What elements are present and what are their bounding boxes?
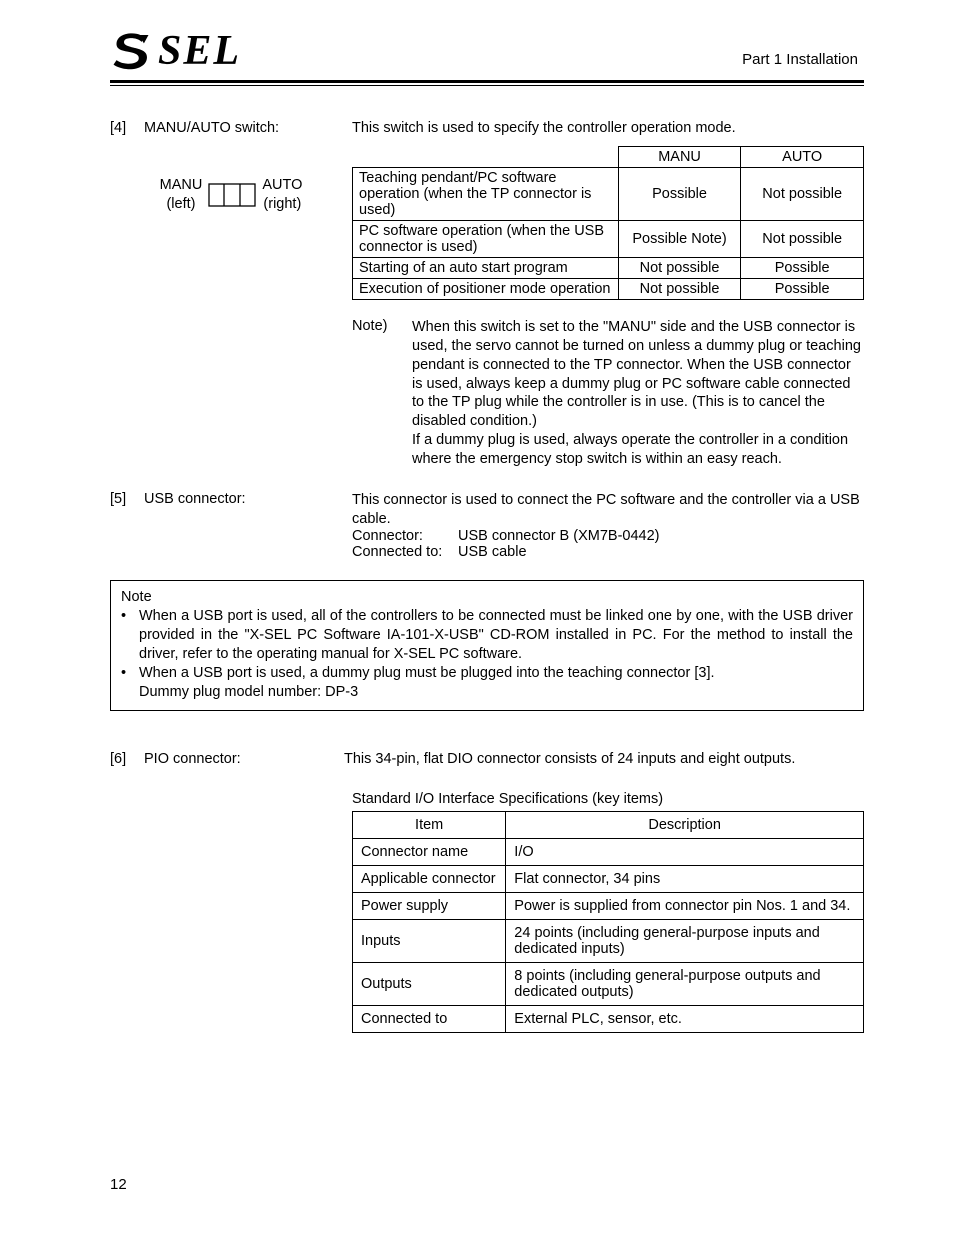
cell: Not possible: [741, 168, 864, 221]
section-5-intro: This connector is used to connect the PC…: [352, 491, 864, 529]
table-row: Outputs 8 points (including general-purp…: [353, 962, 864, 1005]
io-table-caption: Standard I/O Interface Specifications (k…: [352, 791, 864, 807]
col-auto: AUTO: [741, 147, 864, 168]
kv-row: Connected to: USB cable: [352, 544, 864, 560]
switch-right-sub: (right): [262, 195, 302, 214]
note-bullet-1: When a USB port is used, all of the cont…: [139, 607, 853, 664]
logo-text: SEL: [158, 30, 241, 72]
cell: Power supply: [353, 892, 506, 919]
switch-right-label: AUTO: [262, 176, 302, 195]
connected-val: USB cable: [458, 544, 527, 560]
cell: Possible: [618, 168, 741, 221]
table-row: Power supply Power is supplied from conn…: [353, 892, 864, 919]
table-row: Connector name I/O: [353, 838, 864, 865]
col-manu: MANU: [618, 147, 741, 168]
cell: Not possible: [741, 221, 864, 258]
table-row: PC software operation (when the USB conn…: [353, 221, 864, 258]
col-item: Item: [353, 811, 506, 838]
note-para-1: When this switch is set to the "MANU" si…: [412, 318, 864, 431]
cell: I/O: [506, 838, 864, 865]
switch-icon: [208, 181, 256, 209]
table-row: Item Description: [353, 811, 864, 838]
cell: Possible: [741, 279, 864, 300]
section-4-note: Note) When this switch is set to the "MA…: [352, 318, 864, 469]
switch-left-sub: (left): [160, 195, 203, 214]
connected-key: Connected to:: [352, 544, 458, 560]
cell: Not possible: [618, 279, 741, 300]
note-para-2: If a dummy plug is used, always operate …: [412, 431, 864, 469]
table-row: Inputs 24 points (including general-purp…: [353, 919, 864, 962]
section-5: [5] USB connector: This connector is use…: [110, 491, 864, 561]
note-bullet-2-sub: Dummy plug model number: DP-3: [121, 683, 853, 702]
note-label: Note): [352, 318, 412, 469]
section-4-header: [4] MANU/AUTO switch: This switch is use…: [110, 120, 864, 136]
note-bullet-2: When a USB port is used, a dummy plug mu…: [139, 664, 853, 683]
page-number: 12: [110, 1176, 127, 1193]
section-4-title: MANU/AUTO switch:: [144, 120, 352, 136]
cell: Connected to: [353, 1005, 506, 1032]
header-rule: [110, 80, 864, 86]
cell: External PLC, sensor, etc.: [506, 1005, 864, 1032]
section-6-title: PIO connector:: [144, 751, 344, 767]
io-table: Item Description Connector name I/O Appl…: [352, 811, 864, 1033]
switch-left-label: MANU: [160, 176, 203, 195]
note-box: Note When a USB port is used, all of the…: [110, 580, 864, 710]
header-part-label: Part 1 Installation: [742, 51, 864, 72]
section-5-title: USB connector:: [144, 491, 352, 507]
cell: Execution of positioner mode operation: [353, 279, 619, 300]
cell: Not possible: [618, 258, 741, 279]
section-6-num: [6]: [110, 751, 144, 767]
section-4-body: MANU (left) AUTO (right) MANU AUTO Teach…: [110, 146, 864, 469]
cell: 24 points (including general-purpose inp…: [506, 919, 864, 962]
cell: Teaching pendant/PC software operation (…: [353, 168, 619, 221]
table-row: Connected to External PLC, sensor, etc.: [353, 1005, 864, 1032]
cell: Power is supplied from connector pin Nos…: [506, 892, 864, 919]
cell: Applicable connector: [353, 865, 506, 892]
section-4-intro: This switch is used to specify the contr…: [352, 120, 864, 136]
kv-row: Connector: USB connector B (XM7B-0442): [352, 528, 864, 544]
connector-key: Connector:: [352, 528, 458, 544]
section-6-body: Standard I/O Interface Specifications (k…: [110, 777, 864, 1033]
mode-table: MANU AUTO Teaching pendant/PC software o…: [352, 146, 864, 300]
table-row: Teaching pendant/PC software operation (…: [353, 168, 864, 221]
cell: Connector name: [353, 838, 506, 865]
table-row: Applicable connector Flat connector, 34 …: [353, 865, 864, 892]
logo-s-icon: [110, 32, 152, 70]
connector-val: USB connector B (XM7B-0442): [458, 528, 659, 544]
cell: Flat connector, 34 pins: [506, 865, 864, 892]
cell: Possible: [741, 258, 864, 279]
page-header: SEL Part 1 Installation: [110, 30, 864, 72]
logo: SEL: [110, 30, 241, 72]
cell: PC software operation (when the USB conn…: [353, 221, 619, 258]
cell: Inputs: [353, 919, 506, 962]
cell: 8 points (including general-purpose outp…: [506, 962, 864, 1005]
col-desc: Description: [506, 811, 864, 838]
switch-figure: MANU (left) AUTO (right): [110, 146, 352, 214]
section-6-intro: This 34-pin, flat DIO connector consists…: [344, 751, 864, 767]
section-5-num: [5]: [110, 491, 144, 507]
cell: Outputs: [353, 962, 506, 1005]
cell: Starting of an auto start program: [353, 258, 619, 279]
table-row: Execution of positioner mode operation N…: [353, 279, 864, 300]
note-box-title: Note: [121, 589, 853, 605]
cell: Possible Note): [618, 221, 741, 258]
section-4-num: [4]: [110, 120, 144, 136]
table-row: Starting of an auto start program Not po…: [353, 258, 864, 279]
table-row: MANU AUTO: [353, 147, 864, 168]
section-6-header: [6] PIO connector: This 34-pin, flat DIO…: [110, 751, 864, 767]
